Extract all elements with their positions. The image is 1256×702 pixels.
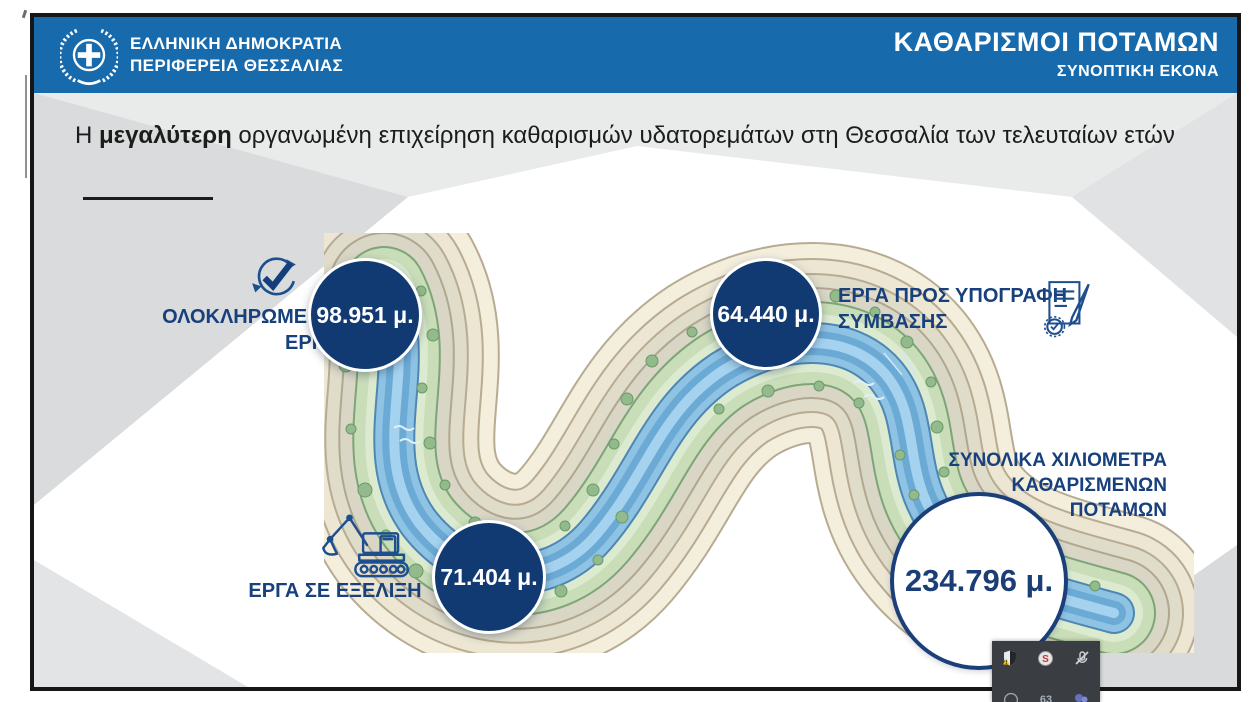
greek-coat-of-arms-icon xyxy=(60,28,118,86)
intro-text: Η μεγαλύτερη οργανωμένη επιχείρηση καθαρ… xyxy=(75,119,1210,152)
stat-tosign-label-line2: ΣΥΜΒΑΣΗΣ xyxy=(838,311,948,333)
teams-icon[interactable] xyxy=(1073,692,1089,702)
stat-tosign-label: ΕΡΓΑ ΠΡΟΣ ΥΠΟΓΡΑΦΗ ΣΥΜΒΑΣΗΣ xyxy=(838,283,1098,335)
stat-total-label-line2: ΚΑΘΑΡΙΣΜΕΝΩΝ xyxy=(1011,475,1167,496)
stat-total-value: 234.796 μ. xyxy=(904,563,1054,598)
stat-total-value-bubble: 234.796 μ. xyxy=(890,492,1068,670)
muted-mic-icon[interactable] xyxy=(1073,649,1091,667)
stat-completed-value-bubble: 98.951 μ. xyxy=(308,258,422,372)
security-shield-warning-icon[interactable] xyxy=(1001,649,1019,667)
stat-inprogress-value-bubble: 71.404 μ. xyxy=(432,520,546,634)
check-cycle-icon xyxy=(252,257,296,296)
intro-rest: οργανωμένη επιχείρηση καθαρισμών υδατορε… xyxy=(231,122,1175,149)
stat-completed-label-line2: ΕΡΓΑ xyxy=(285,332,336,354)
stat-completed-label-line1: ΟΛΟΚΛΗΡΩΜΕΝΑ xyxy=(162,306,336,328)
clock-icon[interactable] xyxy=(1003,692,1019,702)
vertical-scrollbar[interactable] xyxy=(25,75,27,178)
stat-total-label-line1: ΣΥΝΟΛΙΚΑ ΧΙΛΙΟΜΕΤΡΑ xyxy=(948,450,1167,471)
slide-header: ΕΛΛΗΝΙΚΗ ΔΗΜΟΚΡΑΤΙΑ ΠΕΡΙΦΕΡΕΙΑ ΘΕΣΣΑΛΙΑΣ… xyxy=(34,17,1237,93)
stat-inprogress-label: ΕΡΓΑ ΣΕ ΕΞΕΛΙΞΗ xyxy=(248,580,422,602)
slide-subtitle: ΣΥΝΟΠΤΙΚΗ ΕΚΟΝΑ xyxy=(1056,63,1219,80)
stat-tosign-value: 64.440 μ. xyxy=(717,300,815,327)
tray-icon-row-2: 63 xyxy=(992,689,1100,702)
intro-highlight: μεγαλύτερη xyxy=(99,122,232,149)
stat-completed-value: 98.951 μ. xyxy=(316,301,414,328)
stat-tosign-value-bubble: 64.440 μ. xyxy=(710,258,822,370)
org-line2: ΠΕΡΙΦΕΡΕΙΑ ΘΕΣΣΑΛΙΑΣ xyxy=(130,56,344,75)
stat-total-label: ΣΥΝΟΛΙΚΑ ΧΙΛΙΟΜΕΤΡΑ ΚΑΘΑΡΙΣΜΕΝΩΝ ΠΟΤΑΜΩΝ xyxy=(907,448,1167,523)
contract-signing-icon xyxy=(1043,281,1090,338)
screen-artifact xyxy=(21,9,28,19)
tray-badge[interactable]: 63 xyxy=(1039,694,1053,702)
system-tray-popup: S 63 xyxy=(992,641,1100,702)
skype-status-icon[interactable]: S xyxy=(1037,650,1054,667)
intro-prefix: Η xyxy=(75,122,99,149)
tray-icon-row: S xyxy=(992,647,1100,669)
svg-text:S: S xyxy=(1043,654,1050,665)
stat-tosign-label-line1: ΕΡΓΑ ΠΡΟΣ ΥΠΟΓΡΑΦΗ xyxy=(838,285,1068,307)
excavator-icon xyxy=(322,514,410,578)
slide-body: Η μεγαλύτερη οργανωμένη επιχείρηση καθαρ… xyxy=(34,93,1237,687)
intro-underline xyxy=(83,197,213,200)
slide-title: ΚΑΘΑΡΙΣΜΟΙ ΠΟΤΑΜΩΝ xyxy=(893,27,1219,57)
presentation-slide: ΕΛΛΗΝΙΚΗ ΔΗΜΟΚΡΑΤΙΑ ΠΕΡΙΦΕΡΕΙΑ ΘΕΣΣΑΛΙΑΣ… xyxy=(30,13,1241,691)
org-name: ΕΛΛΗΝΙΚΗ ΔΗΜΟΚΡΑΤΙΑ ΠΕΡΙΦΕΡΕΙΑ ΘΕΣΣΑΛΙΑΣ xyxy=(130,33,343,77)
stat-inprogress-value: 71.404 μ. xyxy=(440,563,538,590)
stat-total-label-line3: ΠΟΤΑΜΩΝ xyxy=(1069,500,1167,521)
org-line1: ΕΛΛΗΝΙΚΗ ΔΗΜΟΚΡΑΤΙΑ xyxy=(130,34,343,53)
stat-completed-label: ΟΛΟΚΛΗΡΩΜΕΝΑ ΕΡΓΑ xyxy=(94,304,336,356)
